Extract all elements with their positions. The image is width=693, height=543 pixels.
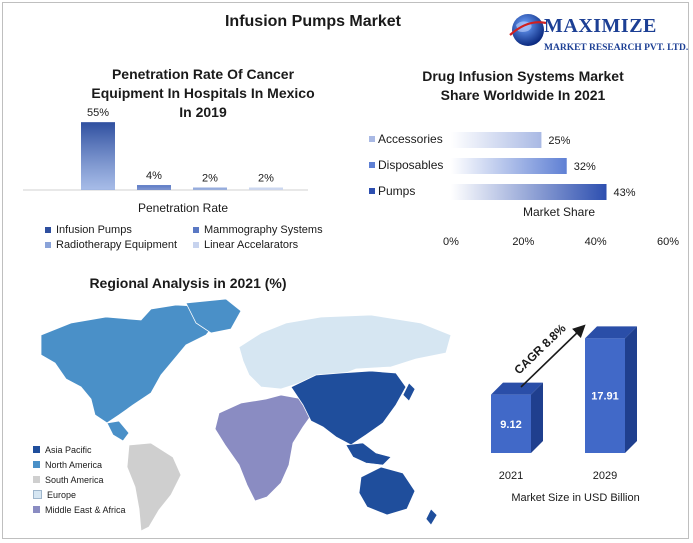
- bar-2029: [585, 338, 625, 453]
- legend-swatch: [33, 446, 40, 453]
- drug-chart-title-line: Share Worldwide In 2021: [440, 87, 606, 103]
- region-asia-pacific: [290, 370, 407, 446]
- cancer-x-axis-label: Penetration Rate: [137, 201, 229, 215]
- logo-name: MAXIMIZE: [544, 15, 657, 37]
- cancer-bar-chart: 55% 4% 2% 2%: [23, 107, 308, 191]
- region-greenland: [185, 298, 242, 334]
- data-label: 55%: [87, 107, 109, 119]
- logo-subtitle: MARKET RESEARCH PVT. LTD.: [544, 43, 689, 53]
- drug-chart-title-line: Drug Infusion Systems Market: [422, 68, 624, 84]
- legend-label: Middle East & Africa: [45, 504, 126, 515]
- map-legend-item: Europe: [33, 487, 126, 502]
- cagr-x-axis-label: Market Size in USD Billion: [511, 492, 640, 504]
- map-legend: Asia Pacific North America South America…: [33, 442, 126, 517]
- bar-side-face: [625, 326, 637, 453]
- legend-swatch: [33, 476, 40, 483]
- data-label: 9.12: [500, 419, 521, 431]
- x-tick-label: 20%: [512, 236, 534, 248]
- map-legend-item: North America: [33, 457, 126, 472]
- region-europe: [238, 314, 452, 390]
- world-map: [40, 298, 452, 532]
- cancer-chart-title-line: Penetration Rate Of Cancer: [111, 66, 295, 82]
- x-tick-label: 40%: [585, 236, 607, 248]
- cancer-chart-title-line: Equipment In Hospitals In Mexico: [91, 85, 315, 101]
- bar-accessories: [451, 132, 542, 148]
- category-label: Pumps: [378, 184, 415, 198]
- legend-swatch: [33, 506, 40, 513]
- data-label: 4%: [146, 170, 162, 182]
- category-marker: [369, 188, 375, 194]
- bar-2021: [491, 394, 531, 453]
- region-southeast-asia: [345, 442, 392, 466]
- data-label: 2%: [202, 173, 218, 185]
- legend-label: South America: [45, 474, 104, 485]
- data-label: 17.91: [591, 391, 619, 403]
- legend-item: Radiotherapy Equipment: [45, 239, 193, 251]
- data-label: 25%: [548, 135, 570, 147]
- data-label: 32%: [574, 161, 596, 173]
- legend-label: Mammography Systems: [204, 224, 323, 236]
- legend-swatch: [33, 490, 42, 499]
- bar-top-face: [491, 382, 543, 395]
- legend-item: Mammography Systems: [193, 224, 323, 236]
- legend-label: Radiotherapy Equipment: [56, 239, 178, 251]
- legend-item: Infusion Pumps: [45, 224, 193, 236]
- drug-bar-chart: Accessories 25% Disposables 32% Pumps 43% Mark…: [369, 132, 679, 248]
- bar-top-face: [585, 326, 637, 339]
- bar-radiotherapy-equipment: [193, 187, 227, 190]
- cagr-arrow: [520, 324, 586, 388]
- category-label: Accessories: [378, 132, 443, 146]
- x-axis-label: Market Share: [523, 205, 595, 219]
- map-legend-item: Asia Pacific: [33, 442, 126, 457]
- legend-item: Linear Accelarators: [193, 239, 298, 251]
- cancer-chart-title: Penetration Rate Of Cancer Equipment In …: [63, 65, 343, 122]
- map-legend-item: Middle East & Africa: [33, 502, 126, 517]
- bar-mammography-systems: [137, 185, 171, 190]
- legend-swatch: [45, 242, 51, 248]
- bar-side-face: [531, 382, 543, 453]
- legend-swatch: [33, 461, 40, 468]
- category-marker: [369, 162, 375, 168]
- bar-disposables: [451, 158, 567, 174]
- cancer-legend: Infusion Pumps Mammography Systems Radio…: [45, 224, 345, 251]
- legend-label: Infusion Pumps: [56, 224, 132, 236]
- legend-swatch: [193, 242, 199, 248]
- legend-label: Europe: [47, 489, 77, 500]
- map-legend-item: South America: [33, 472, 126, 487]
- region-japan: [402, 382, 416, 402]
- legend-label: Asia Pacific: [45, 444, 92, 455]
- category-label: Disposables: [378, 158, 443, 172]
- bar-linear-accelarators: [249, 187, 283, 190]
- region-central-america: [106, 420, 130, 442]
- drug-chart-title: Drug Infusion Systems Market Share World…: [398, 67, 648, 105]
- legend-label: North America: [45, 459, 103, 470]
- bar-pumps: [451, 184, 607, 200]
- x-tick-label: 2021: [499, 470, 523, 482]
- region-middle-east-africa: [214, 394, 314, 502]
- cancer-chart-title-line: In 2019: [179, 104, 227, 120]
- page-title: Infusion Pumps Market: [224, 13, 402, 30]
- legend-swatch: [45, 227, 51, 233]
- data-label: 43%: [614, 187, 636, 199]
- data-label: 2%: [258, 173, 274, 185]
- region-new-zealand: [425, 508, 438, 526]
- x-tick-label: 2029: [593, 470, 617, 482]
- legend-label: Linear Accelarators: [204, 239, 299, 251]
- region-north-america: [40, 304, 222, 424]
- globe-logo-icon: [509, 14, 547, 46]
- region-australia: [358, 466, 416, 516]
- category-marker: [369, 136, 375, 142]
- x-tick-label: 0%: [443, 236, 459, 248]
- region-south-america: [126, 442, 182, 532]
- legend-swatch: [193, 227, 199, 233]
- x-tick-label: 60%: [657, 236, 679, 248]
- map-title: Regional Analysis in 2021 (%): [89, 275, 287, 291]
- bar-infusion-pumps: [81, 122, 115, 190]
